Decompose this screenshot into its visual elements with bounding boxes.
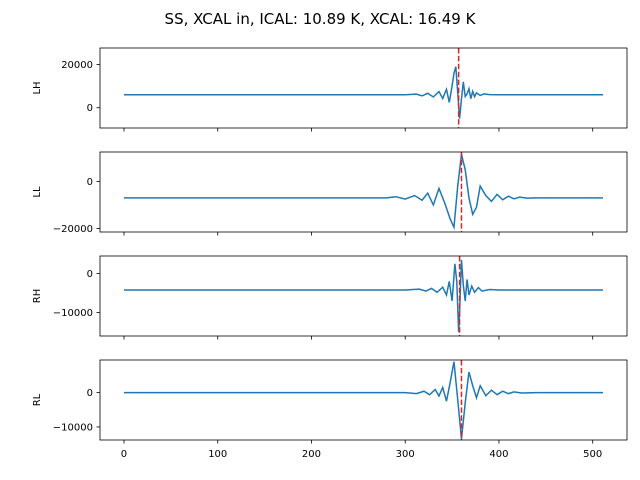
figure-title: SS, XCAL in, ICAL: 10.89 K, XCAL: 16.49 …	[165, 10, 477, 28]
axes-frame	[99, 151, 628, 233]
x-tick-label: 400	[489, 449, 508, 460]
series-line	[124, 154, 603, 231]
series-line	[124, 259, 603, 333]
series-line	[124, 361, 603, 440]
y-tick-label: −10000	[53, 308, 93, 319]
subplots: 0 20000 LH −20000 0 LL −10000 0 RH 0 100 200 300 400 5…	[32, 47, 628, 460]
axes-frame	[99, 47, 628, 129]
axes-frame	[99, 359, 628, 441]
y-tick-label: 0	[87, 388, 93, 399]
y-tick-label: 0	[87, 269, 93, 280]
x-tick-label: 500	[583, 449, 602, 460]
subplot-rl: 0 100 200 300 400 500 −10000 0 RL	[32, 359, 628, 460]
series-line	[124, 66, 603, 119]
subplot-rh: −10000 0 RH	[32, 255, 628, 340]
y-axis-label: LL	[32, 186, 43, 198]
y-axis-label: RL	[32, 393, 43, 406]
x-tick-label: 100	[208, 449, 227, 460]
y-axis-label: LH	[32, 81, 43, 94]
x-tick-label: 0	[121, 449, 127, 460]
y-tick-label: −10000	[53, 422, 93, 433]
y-tick-label: −20000	[53, 224, 93, 235]
y-axis-label: RH	[32, 289, 43, 303]
subplot-lh: 0 20000 LH	[32, 47, 628, 132]
y-tick-label: 20000	[61, 60, 93, 71]
y-tick-label: 0	[87, 177, 93, 188]
axes-frame	[99, 255, 628, 337]
x-tick-label: 300	[396, 449, 415, 460]
x-tick-label: 200	[302, 449, 321, 460]
subplot-ll: −20000 0 LL	[32, 151, 628, 236]
y-tick-label: 0	[87, 103, 93, 114]
